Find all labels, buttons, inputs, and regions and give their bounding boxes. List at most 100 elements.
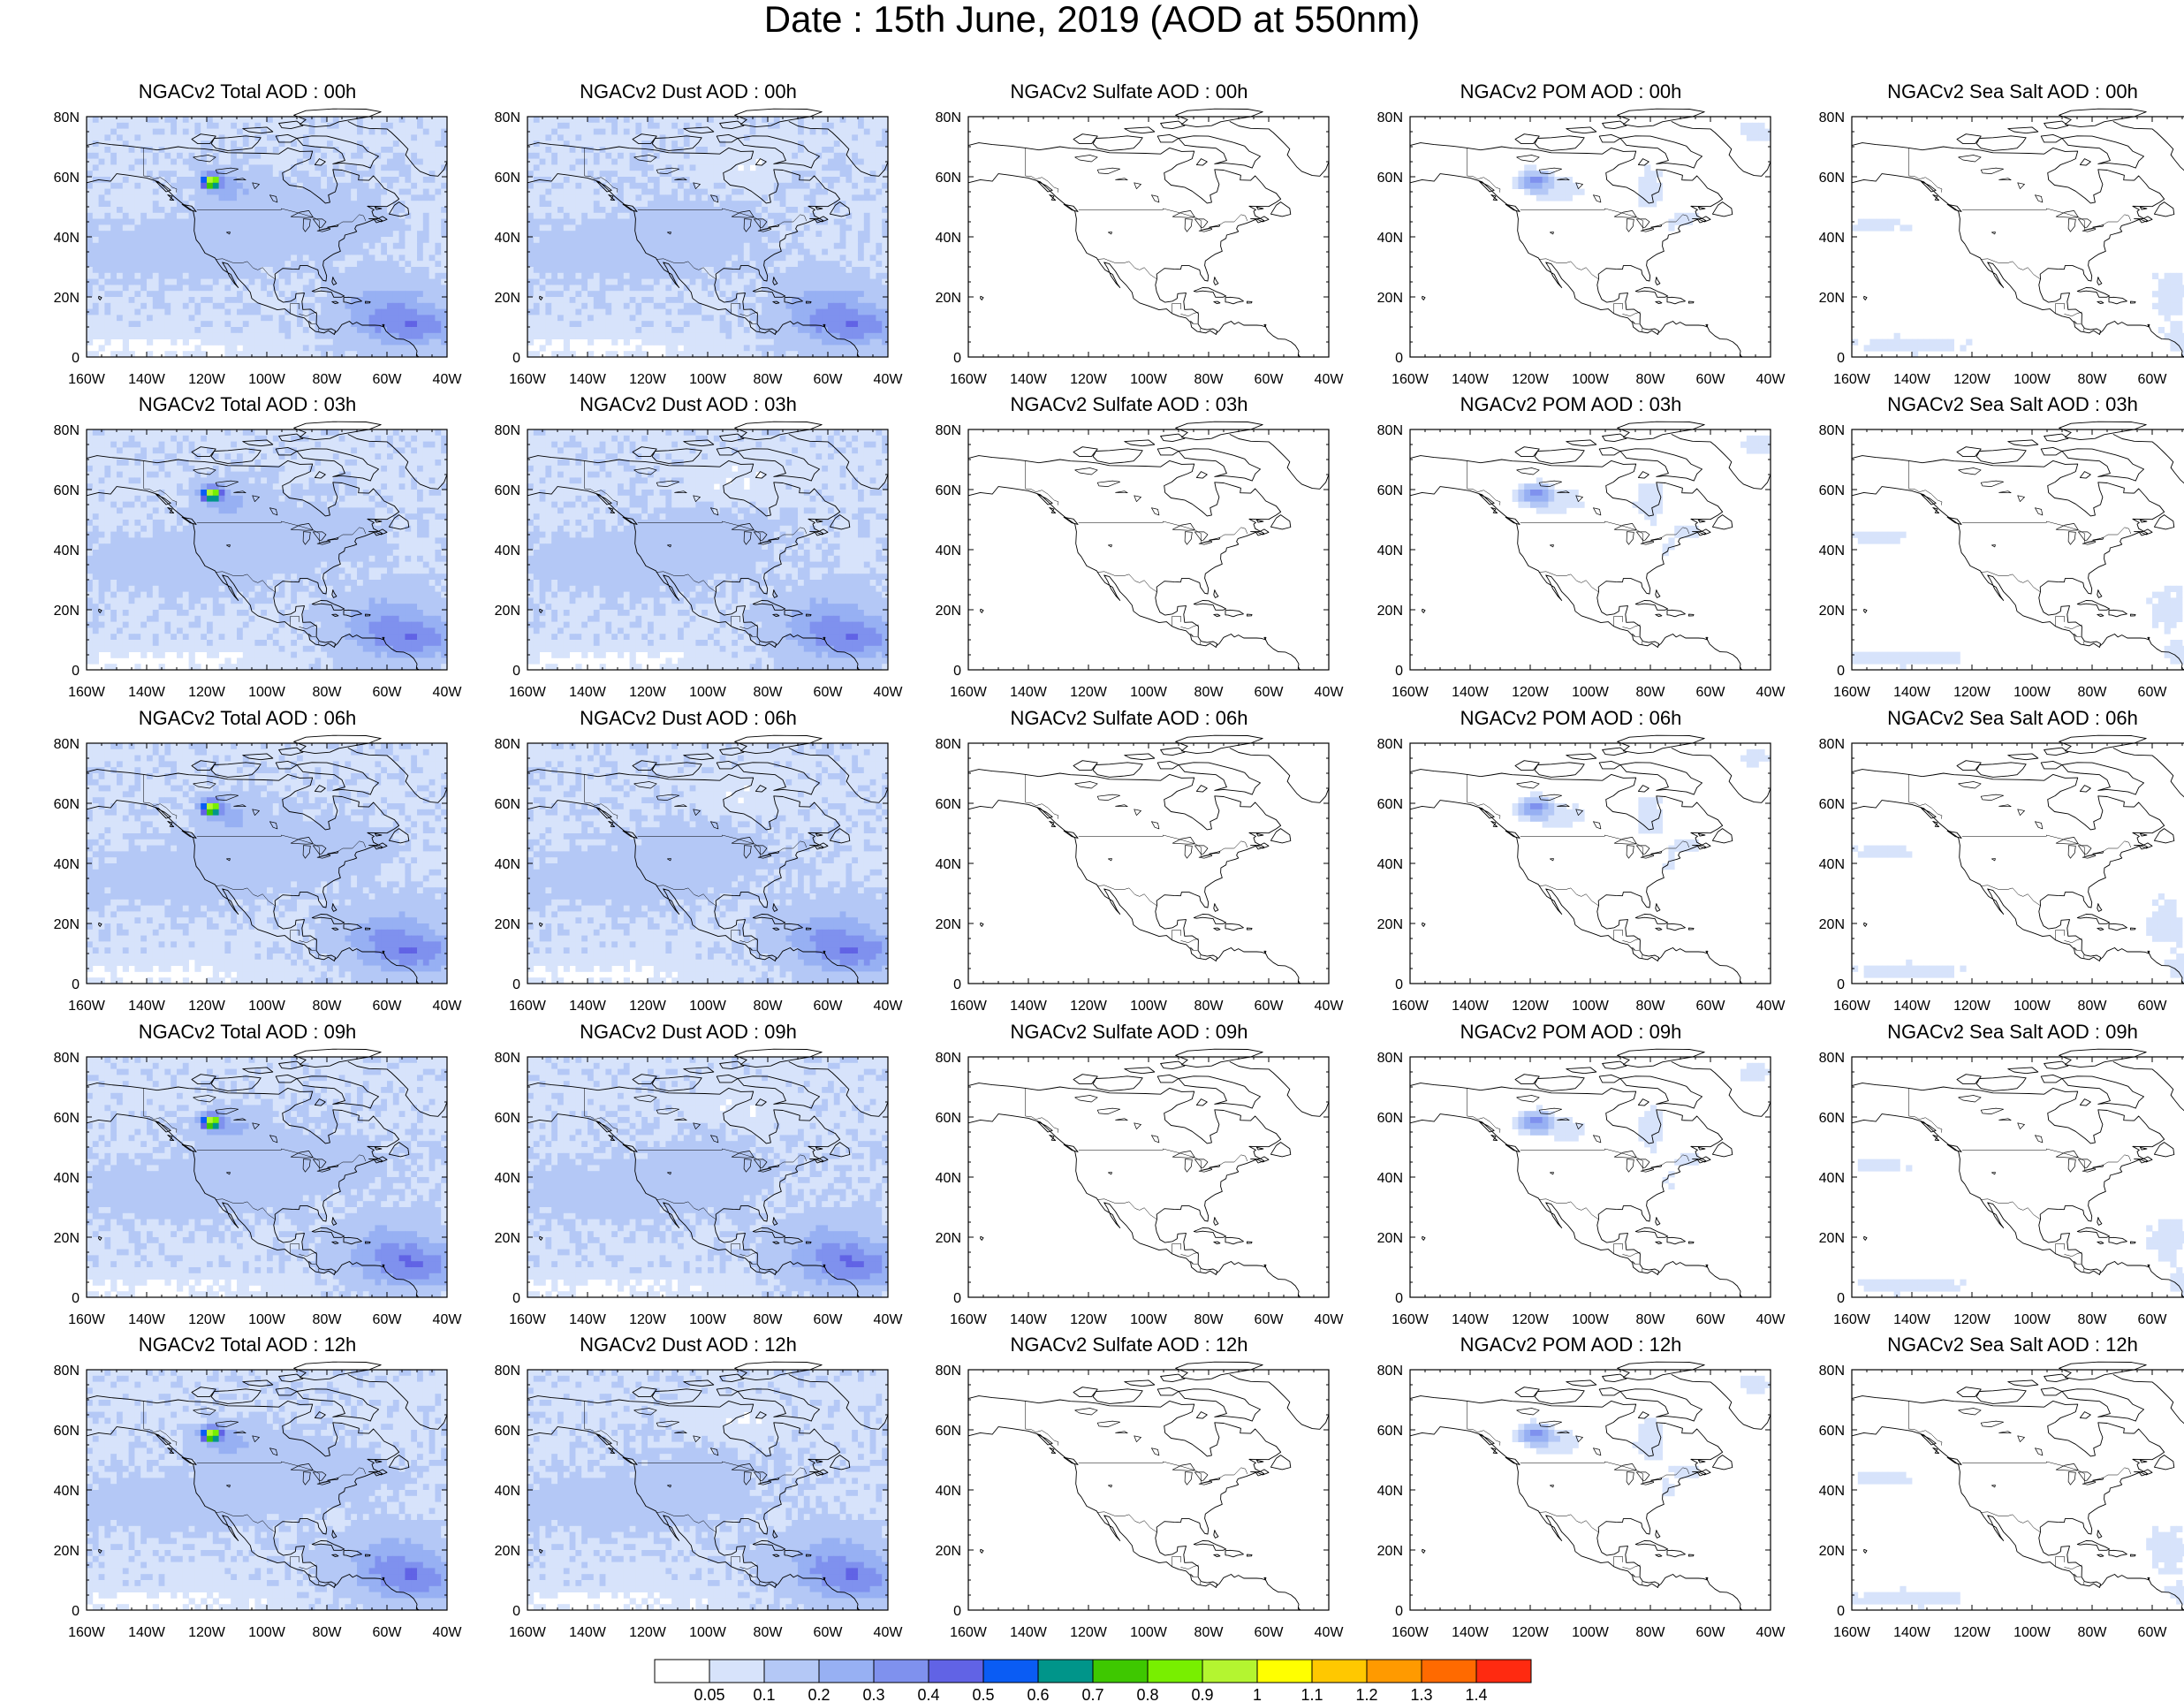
coastlines [1851, 734, 2184, 984]
map-panel-dust-09h: NGACv2 Dust AOD : 09h 160W 140W 120W 100W 80W… [485, 1022, 927, 1331]
lon-tick-label: 100W [248, 1312, 286, 1327]
lat-tick-label: 20N [936, 917, 961, 932]
lon-tick-label: 160W [68, 1312, 106, 1327]
lon-tick-label: 80W [1194, 372, 1225, 387]
lat-tick-label: 60N [1819, 1424, 1845, 1439]
lon-tick-label: 80W [2078, 372, 2108, 387]
lat-tick-label: 80N [54, 1364, 80, 1379]
colorbar-swatch [1311, 1659, 1368, 1683]
lon-tick-label: 140W [1010, 372, 1048, 387]
lon-tick-label: 60W [814, 1312, 844, 1327]
coastlines [1851, 421, 2184, 671]
lon-tick-label: 140W [128, 685, 166, 700]
colorbar: 0.05 0.1 0.2 0.3 0.4 0.5 0.6 0.7 0.8 0.9 1 1.1 1.2 1.… [654, 1659, 1532, 1702]
lon-tick-label: 40W [874, 685, 904, 700]
lon-tick-label: 140W [1893, 1312, 1931, 1327]
lon-tick-label: 140W [1893, 685, 1931, 700]
lon-tick-label: 100W [248, 1625, 286, 1640]
lat-tick-label: 20N [936, 1544, 961, 1559]
lon-tick-label: 80W [1194, 999, 1225, 1014]
colorbar-swatch [1147, 1659, 1203, 1683]
lon-tick-label: 140W [569, 372, 607, 387]
lon-tick-label: 60W [1255, 999, 1285, 1014]
lon-tick-label: 160W [509, 1625, 547, 1640]
aod-field [527, 1370, 889, 1611]
lat-tick-label: 40N [54, 1484, 80, 1499]
map-panel-pom-03h: NGACv2 POM AOD : 03h 160W 140W 120W 100W 80W 6… [1368, 394, 1809, 703]
lat-tick-label: 40N [1819, 857, 1845, 872]
lon-tick-label: 140W [128, 1625, 166, 1640]
aod-field [1512, 1375, 1771, 1497]
lon-tick-label: 140W [1893, 1625, 1931, 1640]
colorbar-swatch [928, 1659, 984, 1683]
lon-tick-label: 100W [1572, 1625, 1610, 1640]
colorbar-label: 0.2 [808, 1686, 830, 1702]
lon-tick-label: 120W [1512, 372, 1550, 387]
lat-tick-label: 40N [495, 1171, 520, 1186]
panel-title: NGACv2 POM AOD : 09h [1368, 1022, 1774, 1043]
panel-title: NGACv2 POM AOD : 12h [1368, 1334, 1774, 1356]
lon-tick-label: 40W [1756, 1625, 1786, 1640]
lon-tick-label: 120W [188, 1625, 226, 1640]
colorbar-swatch [1421, 1659, 1477, 1683]
lon-tick-label: 100W [248, 999, 286, 1014]
lon-tick-label: 120W [1070, 685, 1108, 700]
panel-title: NGACv2 Dust AOD : 00h [485, 81, 891, 103]
lon-tick-label: 160W [1833, 999, 1871, 1014]
lat-tick-label: 0 [953, 351, 961, 366]
country-borders [584, 1088, 808, 1273]
panel-title: NGACv2 Sea Salt AOD : 09h [1809, 1022, 2184, 1043]
lon-tick-label: 160W [68, 999, 106, 1014]
lon-tick-label: 140W [1452, 372, 1490, 387]
lat-tick-label: 20N [1377, 291, 1403, 306]
lon-tick-label: 100W [689, 1625, 727, 1640]
lat-tick-label: 0 [1837, 664, 1845, 679]
lon-tick-label: 140W [1893, 999, 1931, 1014]
panel-title: NGACv2 Sea Salt AOD : 12h [1809, 1334, 2184, 1356]
lon-tick-label: 40W [433, 999, 463, 1014]
panel-title: NGACv2 POM AOD : 03h [1368, 394, 1774, 415]
lon-tick-label: 120W [1953, 1312, 1991, 1327]
panel-title: NGACv2 Total AOD : 09h [44, 1022, 451, 1043]
lon-tick-label: 80W [2078, 1625, 2108, 1640]
colorbar-label: 0.7 [1081, 1686, 1103, 1702]
lon-tick-label: 160W [950, 685, 988, 700]
lon-tick-label: 160W [1392, 999, 1429, 1014]
lon-tick-label: 140W [569, 1625, 607, 1640]
lat-tick-label: 80N [936, 110, 961, 125]
colorbar-swatch [654, 1659, 710, 1683]
country-borders [143, 774, 367, 959]
lat-tick-label: 60N [1377, 483, 1403, 498]
lat-tick-label: 40N [54, 857, 80, 872]
aod-field [1512, 122, 1771, 232]
colorbar-label: 1.2 [1355, 1686, 1377, 1702]
panel-title: NGACv2 Dust AOD : 09h [485, 1022, 891, 1043]
map-panel-seasalt-00h: NGACv2 Sea Salt AOD : 00h 160W 140W 120W 100… [1809, 81, 2184, 391]
lat-tick-label: 0 [1837, 977, 1845, 992]
lon-tick-label: 160W [950, 1625, 988, 1640]
lat-tick-label: 0 [953, 1604, 961, 1619]
country-borders [1025, 460, 1248, 645]
lat-tick-label: 60N [936, 1424, 961, 1439]
lon-tick-label: 80W [2078, 999, 2108, 1014]
lat-tick-label: 60N [54, 483, 80, 498]
coastlines [527, 1361, 889, 1611]
lon-tick-label: 80W [1636, 372, 1666, 387]
figure-title: Date : 15th June, 2019 (AOD at 550nm) [0, 0, 2184, 44]
lon-tick-label: 160W [1833, 372, 1871, 387]
lat-tick-label: 80N [936, 737, 961, 752]
lat-tick-label: 20N [1377, 1544, 1403, 1559]
map-frame [967, 429, 1330, 671]
lat-tick-label: 40N [1819, 1484, 1845, 1499]
lat-tick-label: 60N [495, 1111, 520, 1126]
lon-tick-label: 100W [689, 1312, 727, 1327]
country-borders [1025, 1401, 1248, 1585]
lat-tick-label: 80N [1377, 110, 1403, 125]
lon-tick-label: 140W [128, 372, 166, 387]
